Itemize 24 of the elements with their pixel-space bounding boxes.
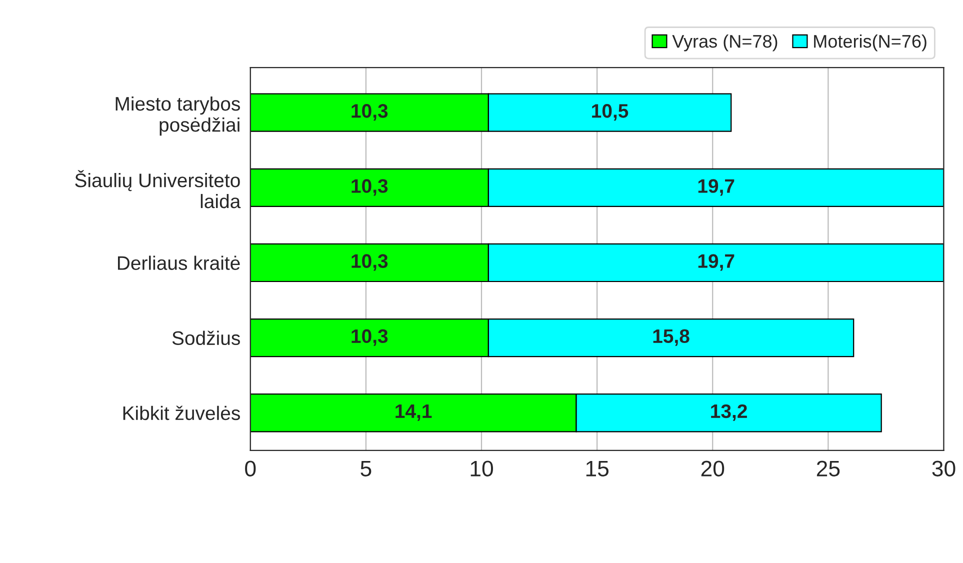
y-tick-label: Kibkit žuvelės	[123, 406, 240, 420]
data-label: 10,3	[352, 179, 388, 196]
legend-label: Moteris(N=76)	[814, 34, 926, 52]
x-tick-label: 25	[816, 460, 840, 476]
x-tick-label: 15	[586, 460, 608, 476]
y-tick-label: Sodžius	[172, 330, 240, 346]
data-label: 10,5	[592, 104, 628, 121]
y-tick-label: Miesto tarybos posėdžiai	[116, 96, 240, 136]
data-label: 19,7	[698, 179, 734, 196]
legend-label: Vyras (N=78)	[672, 34, 778, 52]
data-label: 10,3	[352, 329, 388, 346]
x-tick-label: 10	[470, 460, 493, 476]
x-tick-label: 20	[701, 460, 724, 476]
x-tick-label: 5	[360, 460, 372, 476]
data-label: 14,1	[396, 404, 432, 421]
x-tick-label: 0	[245, 460, 256, 476]
data-label: 15,8	[653, 329, 690, 346]
y-tick-label: Šiaulių Universiteto laida	[75, 170, 241, 208]
data-label: 13,2	[711, 404, 747, 421]
y-tick-label: Derliaus kraitė	[118, 256, 240, 270]
data-label: 10,3	[352, 104, 388, 121]
data-label: 10,3	[352, 254, 388, 271]
x-tick-label: 30	[932, 460, 956, 476]
data-label: 19,7	[698, 254, 734, 271]
